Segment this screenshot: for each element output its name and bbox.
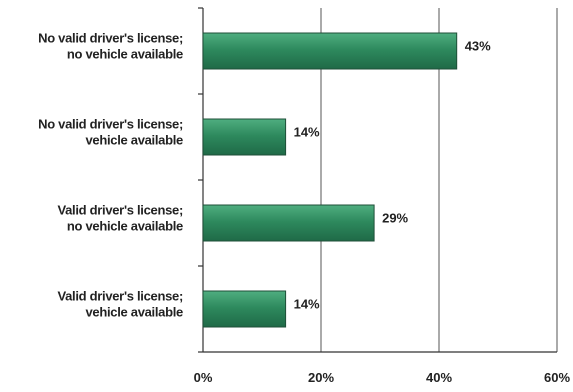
data-label: 29% (382, 210, 408, 225)
bars (202, 32, 458, 328)
category-label: No valid driver's license; (38, 116, 183, 131)
labels: 0% 20% 40% 60% 43% No valid driver's license;… (38, 30, 570, 385)
bar-2 (202, 204, 375, 242)
category-label: Valid driver's license; (57, 202, 183, 217)
category-label: vehicle available (85, 132, 183, 147)
x-tick-label: 0% (194, 370, 213, 385)
data-label: 14% (294, 124, 320, 139)
x-tick-label: 60% (544, 370, 570, 385)
category-label: vehicle available (85, 304, 183, 319)
bar-1 (202, 118, 287, 156)
bar-0 (202, 32, 458, 70)
category-label: No valid driver's license; (38, 30, 183, 45)
data-label: 43% (465, 38, 491, 53)
category-label: Valid driver's license; (57, 288, 183, 303)
x-tick-label: 40% (426, 370, 452, 385)
x-tick-label: 20% (308, 370, 334, 385)
category-label: no vehicle available (67, 218, 183, 233)
category-label: no vehicle available (67, 46, 183, 61)
bar-3 (202, 290, 287, 328)
data-label: 14% (294, 296, 320, 311)
